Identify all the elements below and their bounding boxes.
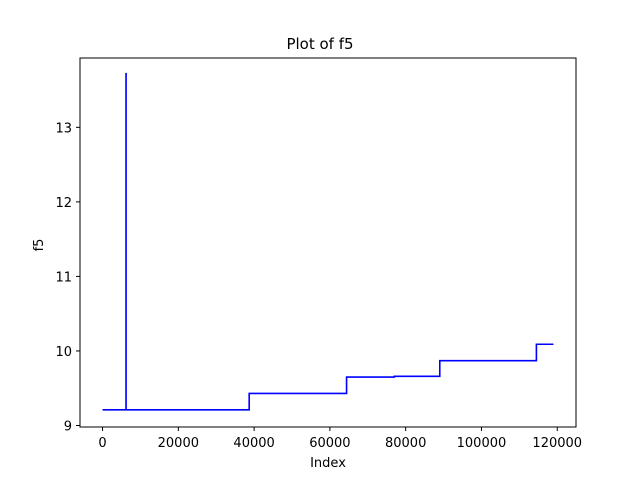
- plot-frame: [79, 57, 577, 428]
- y-tick-label: 11: [55, 270, 72, 285]
- y-axis: 9 10 11 12 13: [55, 121, 80, 435]
- x-tick-label: 0: [98, 436, 106, 451]
- x-tick-label: 60000: [309, 436, 350, 451]
- x-tick-label: 100000: [457, 436, 507, 451]
- x-tick-label: 80000: [385, 436, 426, 451]
- y-tick-label: 13: [55, 121, 72, 136]
- x-axis: 0 20000 40000 60000 80000 100000 120000: [98, 427, 582, 451]
- y-tick-label: 12: [55, 196, 72, 211]
- x-tick-label: 120000: [532, 436, 582, 451]
- x-axis-label: Index: [310, 456, 346, 471]
- y-tick-label: 9: [64, 420, 72, 435]
- x-tick-label: 20000: [158, 436, 199, 451]
- chart-title: Plot of f5: [286, 35, 353, 53]
- series-line: [102, 72, 554, 411]
- y-tick-label: 10: [55, 345, 72, 360]
- y-axis-label: f5: [32, 239, 47, 252]
- x-tick-label: 40000: [233, 436, 274, 451]
- series-layer: [102, 72, 554, 411]
